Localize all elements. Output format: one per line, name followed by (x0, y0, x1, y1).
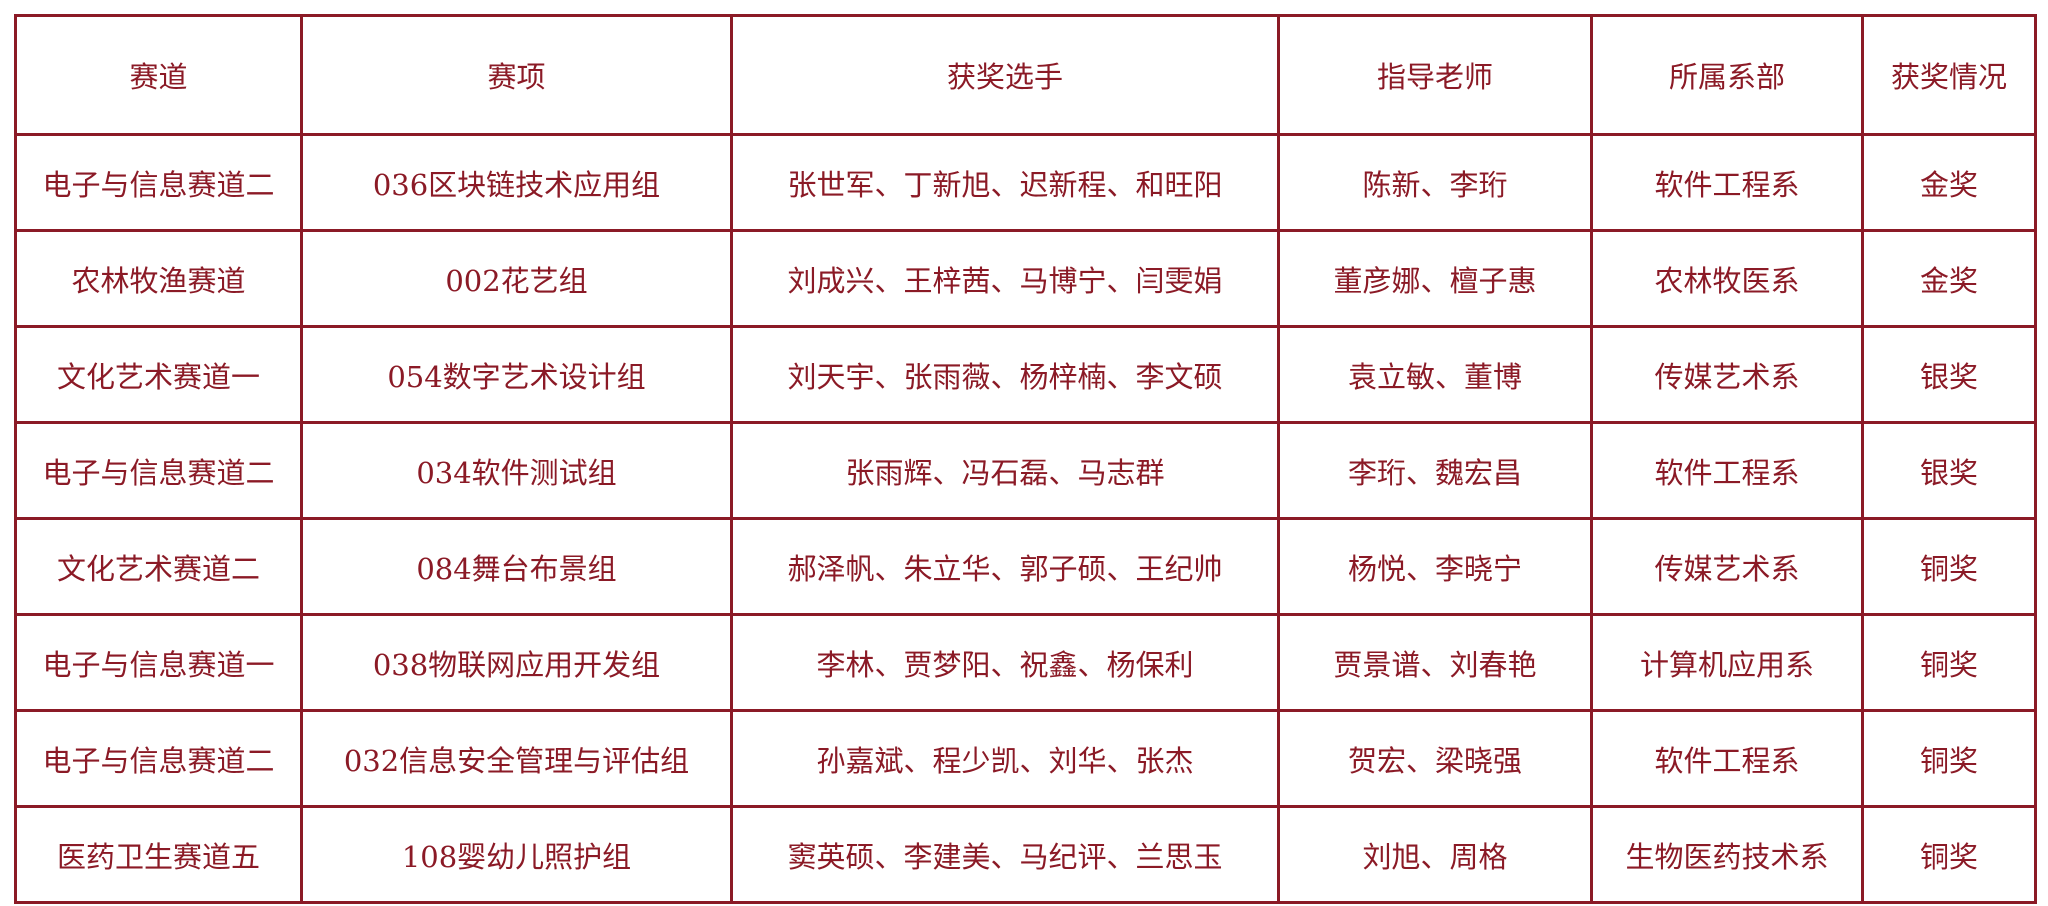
header-event: 赛项 (300, 14, 733, 136)
table-header-row: 赛道 赛项 获奖选手 指导老师 所属系部 获奖情况 (14, 14, 2037, 136)
cell-award: 铜奖 (1861, 613, 2037, 712)
cell-department: 软件工程系 (1590, 133, 1864, 232)
cell-event: 108婴幼儿照护组 (300, 805, 733, 904)
cell-event: 032信息安全管理与评估组 (300, 709, 733, 808)
cell-department: 农林牧医系 (1590, 229, 1864, 328)
table-row: 文化艺术赛道一 054数字艺术设计组 刘天宇、张雨薇、杨梓楠、李文硕 袁立敏、董博 传媒… (14, 325, 2037, 424)
cell-track: 文化艺术赛道一 (14, 325, 303, 424)
cell-advisors: 陈新、李珩 (1277, 133, 1593, 232)
table-row: 电子与信息赛道一 038物联网应用开发组 李林、贾梦阳、祝鑫、杨保利 贾景谱、刘春艳计… (14, 613, 2037, 712)
cell-event: 054数字艺术设计组 (300, 325, 733, 424)
cell-advisors: 杨悦、李晓宁 (1277, 517, 1593, 616)
table-row: 医药卫生赛道五 108婴幼儿照护组 窦英硕、李建美、马纪评、兰思玉 刘旭、周格 生物医药… (14, 805, 2037, 904)
cell-award: 铜奖 (1861, 805, 2037, 904)
cell-winners: 孙嘉斌、程少凯、刘华、张杰 (730, 709, 1280, 808)
header-award: 获奖情况 (1861, 14, 2037, 136)
cell-department: 计算机应用系 (1590, 613, 1864, 712)
table-row: 电子与信息赛道二 034软件测试组 张雨辉、冯石磊、马志群 李珩、魏宏昌 软件工程系 银奖 (14, 421, 2037, 520)
table-row: 文化艺术赛道二 084舞台布景组 郝泽帆、朱立华、郭子硕、王纪帅 杨悦、李晓宁 传媒艺术… (14, 517, 2037, 616)
cell-winners: 李林、贾梦阳、祝鑫、杨保利 (730, 613, 1280, 712)
cell-award: 铜奖 (1861, 517, 2037, 616)
cell-advisors: 刘旭、周格 (1277, 805, 1593, 904)
cell-track: 农林牧渔赛道 (14, 229, 303, 328)
cell-award: 银奖 (1861, 421, 2037, 520)
cell-winners: 张世军、丁新旭、迟新程、和旺阳 (730, 133, 1280, 232)
cell-event: 002花艺组 (300, 229, 733, 328)
awards-table: 赛道 赛项 获奖选手 指导老师 所属系部 获奖情况 电子与信息赛道二 036区块链… (14, 14, 2037, 904)
cell-winners: 张雨辉、冯石磊、马志群 (730, 421, 1280, 520)
cell-track: 电子与信息赛道二 (14, 133, 303, 232)
cell-award: 银奖 (1861, 325, 2037, 424)
cell-track: 医药卫生赛道五 (14, 805, 303, 904)
cell-award: 金奖 (1861, 133, 2037, 232)
cell-award: 金奖 (1861, 229, 2037, 328)
cell-department: 软件工程系 (1590, 709, 1864, 808)
table-row: 农林牧渔赛道 002花艺组 刘成兴、王梓茜、马博宁、闫雯娟 董彦娜、檀子惠 农林牧医系金… (14, 229, 2037, 328)
cell-department: 生物医药技术系 (1590, 805, 1864, 904)
cell-track: 文化艺术赛道二 (14, 517, 303, 616)
cell-advisors: 袁立敏、董博 (1277, 325, 1593, 424)
cell-event: 036区块链技术应用组 (300, 133, 733, 232)
cell-event: 034软件测试组 (300, 421, 733, 520)
header-track: 赛道 (14, 14, 303, 136)
cell-department: 软件工程系 (1590, 421, 1864, 520)
cell-track: 电子与信息赛道二 (14, 709, 303, 808)
cell-department: 传媒艺术系 (1590, 325, 1864, 424)
cell-department: 传媒艺术系 (1590, 517, 1864, 616)
table-row: 电子与信息赛道二 036区块链技术应用组 张世军、丁新旭、迟新程、和旺阳 陈新、李珩软… (14, 133, 2037, 232)
cell-track: 电子与信息赛道一 (14, 613, 303, 712)
cell-advisors: 李珩、魏宏昌 (1277, 421, 1593, 520)
cell-advisors: 董彦娜、檀子惠 (1277, 229, 1593, 328)
cell-advisors: 贾景谱、刘春艳 (1277, 613, 1593, 712)
cell-winners: 刘天宇、张雨薇、杨梓楠、李文硕 (730, 325, 1280, 424)
cell-advisors: 贺宏、梁晓强 (1277, 709, 1593, 808)
cell-winners: 郝泽帆、朱立华、郭子硕、王纪帅 (730, 517, 1280, 616)
cell-event: 084舞台布景组 (300, 517, 733, 616)
cell-event: 038物联网应用开发组 (300, 613, 733, 712)
cell-award: 铜奖 (1861, 709, 2037, 808)
header-winners: 获奖选手 (730, 14, 1280, 136)
cell-winners: 刘成兴、王梓茜、马博宁、闫雯娟 (730, 229, 1280, 328)
cell-winners: 窦英硕、李建美、马纪评、兰思玉 (730, 805, 1280, 904)
cell-track: 电子与信息赛道二 (14, 421, 303, 520)
table-row: 电子与信息赛道二 032信息安全管理与评估组 孙嘉斌、程少凯、刘华、张杰 贺宏、梁晓强… (14, 709, 2037, 808)
header-department: 所属系部 (1590, 14, 1864, 136)
header-advisors: 指导老师 (1277, 14, 1593, 136)
